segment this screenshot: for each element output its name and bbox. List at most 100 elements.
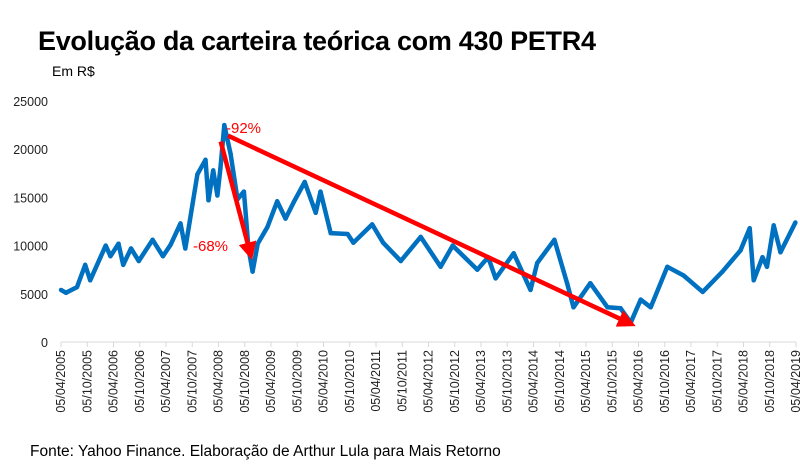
data-point [771,223,776,228]
y-tick-label: 0 [41,336,48,350]
data-point [738,248,743,253]
data-point [218,166,223,171]
data-point [58,287,64,293]
series-line [59,122,798,325]
chart-subtitle: Em R$ [52,63,95,79]
x-tick-label: 05/04/2017 [684,350,698,413]
data-point [351,240,356,245]
data-point [571,305,576,310]
x-tick-label: 05/04/2012 [422,350,436,413]
data-point [764,264,770,270]
data-point [751,278,756,283]
x-tick-label: 05/10/2017 [710,350,724,413]
annotation-label: -92% [226,120,261,137]
decline-arrow [218,140,257,261]
x-tick-label: 05/10/2006 [133,350,147,413]
x-tick-label: 05/04/2008 [212,350,226,413]
data-point [183,246,188,251]
data-point [720,269,725,274]
data-point [160,254,166,259]
data-point [493,276,498,281]
data-point [275,199,280,204]
data-point [528,287,533,293]
data-point [628,320,633,325]
data-point [700,289,705,295]
data-point [241,189,247,194]
data-point [778,250,783,255]
data-point [438,264,443,270]
data-point [648,305,653,310]
data-point [228,151,233,157]
data-point [313,210,318,216]
source-note: Fonte: Yahoo Finance. Elaboração de Arth… [30,443,501,460]
data-point [638,297,643,302]
data-point [87,278,93,283]
data-point [178,221,183,226]
data-point [203,157,208,163]
data-point [328,230,333,236]
data-point [605,305,610,310]
data-point [82,262,88,268]
x-tick-label: 05/04/2005 [54,350,68,413]
x-tick-label: 05/10/2016 [658,350,672,413]
x-tick-label: 05/04/2011 [369,350,383,412]
data-point [136,258,141,264]
data-point [255,241,260,246]
x-tick-label: 05/04/2019 [789,350,800,413]
data-point [564,280,570,286]
x-tick-label: 05/04/2015 [579,350,593,413]
x-tick-label: 05/10/2018 [763,350,777,413]
data-point [475,267,480,272]
data-point [450,243,455,248]
x-tick-label: 05/04/2013 [474,350,488,413]
data-point [318,189,323,194]
x-tick-label: 05/10/2007 [185,350,199,413]
data-point [511,251,516,256]
data-point [398,258,404,264]
y-tick-label: 5000 [20,288,48,302]
data-point [103,243,108,248]
x-tick-label: 05/04/2007 [159,350,173,413]
x-tick-label: 05/10/2008 [238,350,252,413]
data-point [345,231,350,237]
x-tick-label: 05/04/2018 [737,350,751,413]
x-tick-label: 05/10/2015 [605,350,619,413]
data-point [588,280,593,286]
y-tick-label: 20000 [13,143,48,157]
x-tick-label: 05/10/2012 [448,350,462,413]
data-point [121,262,126,268]
x-tick-label: 05/04/2006 [107,350,121,413]
data-point [211,168,216,173]
x-tick-label: 05/04/2014 [527,350,541,413]
annotation-label: -68% [193,238,228,255]
x-tick-label: 05/10/2014 [553,350,567,413]
x-tick-label: 05/04/2010 [317,350,331,413]
data-point [206,198,211,203]
y-tick-label: 15000 [13,191,48,205]
data-point [63,290,69,296]
x-tick-label: 05/10/2013 [500,350,514,413]
y-tick-label: 10000 [13,240,48,254]
y-tick-label: 25000 [13,95,48,109]
data-point [302,179,307,185]
chart-title: Evolução da carteira teórica com 430 PET… [38,26,596,56]
x-tick-label: 05/04/2009 [264,350,278,413]
data-point [291,200,296,205]
data-point [265,225,270,230]
data-point [760,254,765,260]
x-tick-label: 05/10/2009 [290,350,304,413]
data-point [681,273,686,278]
x-tick-label: 05/10/2005 [80,350,94,413]
x-tick-label: 05/04/2016 [632,350,646,413]
data-point [215,193,220,198]
data-point [250,269,255,274]
data-point [535,260,540,266]
data-point [222,122,227,128]
data-point [380,240,386,245]
data-point [793,220,798,225]
data-point [116,241,121,246]
data-point [150,237,155,243]
data-point [552,237,557,243]
